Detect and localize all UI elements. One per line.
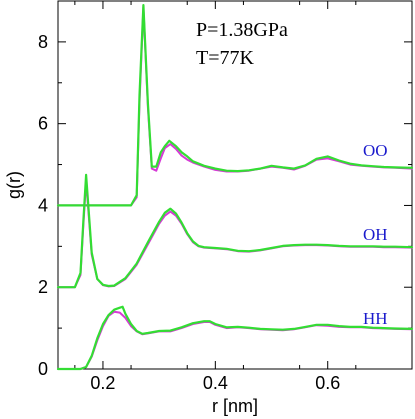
y-tick-label: 8 xyxy=(38,32,48,52)
x-tick-label: 0.4 xyxy=(203,373,228,393)
series-label-oo: OO xyxy=(363,141,388,160)
annotation-pressure: P=1.38GPa xyxy=(196,19,288,41)
y-tick-label: 0 xyxy=(38,359,48,379)
series-oh-magenta xyxy=(57,179,413,289)
x-axis-label: r [nm] xyxy=(212,396,258,416)
y-tick-label: 6 xyxy=(38,114,48,134)
annotation-temperature: T=77K xyxy=(196,47,254,69)
y-axis-label: g(r) xyxy=(4,171,24,199)
plot-frame xyxy=(57,0,413,370)
series-hh-green xyxy=(56,305,414,371)
y-tick-label: 4 xyxy=(38,195,48,215)
series-curves xyxy=(56,3,414,371)
y-tick-label: 2 xyxy=(38,277,48,297)
series-label-hh: HH xyxy=(363,309,388,328)
x-tick-label: 0.6 xyxy=(315,373,340,393)
tick-labels: 0.2 0.4 0.6 0 2 4 6 8 xyxy=(38,32,340,393)
series-oo-green xyxy=(56,3,414,207)
series-label-oh: OH xyxy=(363,225,388,244)
x-tick-label: 0.2 xyxy=(90,373,115,393)
ticks xyxy=(58,1,413,370)
series-oh-green xyxy=(56,173,414,289)
series-hh-magenta xyxy=(57,310,413,370)
